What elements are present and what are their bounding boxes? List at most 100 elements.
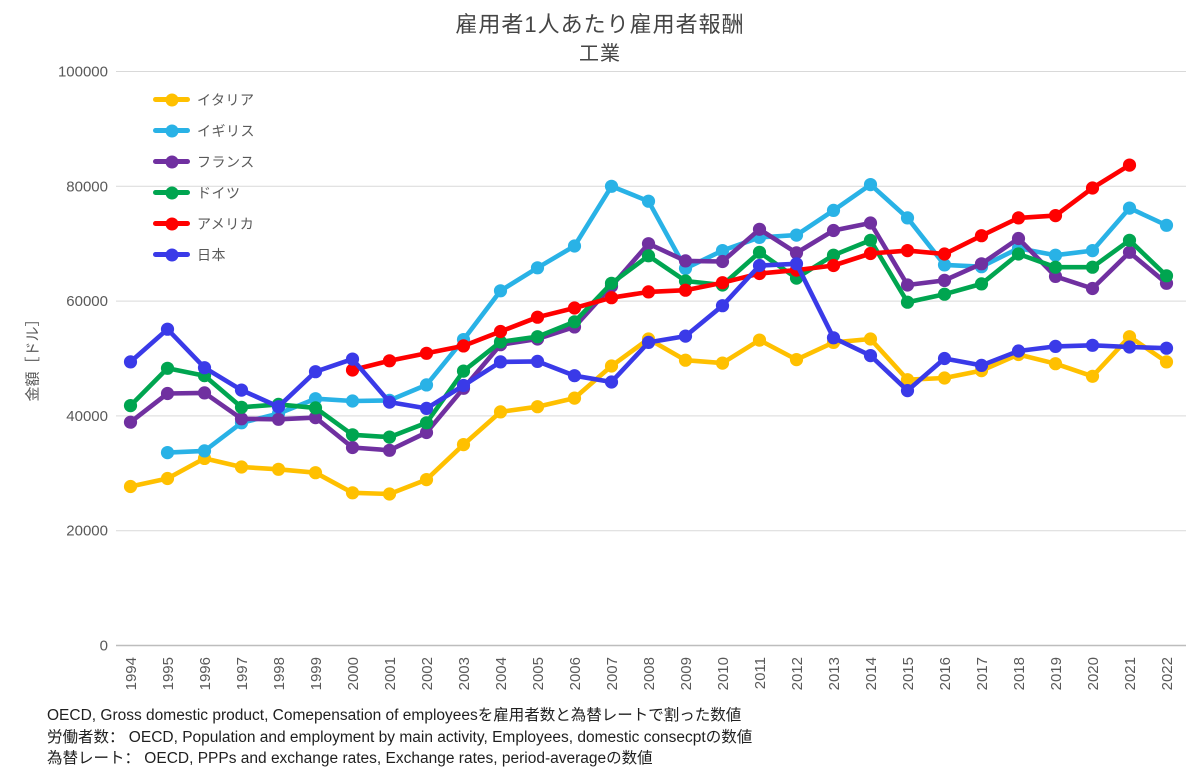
series-point-germany [530, 330, 545, 344]
series-point-germany [1122, 233, 1137, 247]
series-point-france [715, 254, 730, 269]
series-point-uk [715, 244, 730, 258]
series-point-japan [419, 401, 434, 415]
series-point-usa [678, 283, 693, 297]
x-tick-label: 2004 [493, 657, 510, 690]
series-point-japan [1122, 340, 1137, 354]
series-point-usa [974, 229, 989, 243]
series-point-germany [863, 233, 878, 247]
legend-label-usa: アメリカ [197, 215, 255, 232]
series-point-uk [826, 203, 841, 217]
series-point-japan [308, 365, 323, 379]
series-point-uk [567, 239, 582, 253]
legend-dot-icon [165, 186, 178, 199]
series-point-france [1122, 245, 1137, 259]
series-point-uk [308, 392, 323, 406]
x-tick-label: 2005 [530, 657, 547, 690]
x-tick-label: 2001 [382, 657, 399, 690]
x-tick-label: 2003 [456, 657, 473, 690]
legend-label-italy: イタリア [197, 91, 255, 108]
y-tick-label: 100000 [58, 64, 108, 81]
series-point-japan [1048, 339, 1063, 353]
y-tick-label: 60000 [66, 293, 108, 310]
series-point-usa [1085, 181, 1100, 195]
x-tick-label: 1995 [160, 657, 177, 690]
y-tick-label: 80000 [66, 178, 108, 195]
series-point-france [123, 415, 138, 429]
series-point-france [678, 254, 693, 268]
x-tick-label: 2002 [419, 657, 436, 690]
series-point-japan [345, 352, 360, 366]
series-line-usa [350, 162, 1132, 373]
source-note-line1: OECD, Gross domestic product, Comepensat… [47, 707, 742, 724]
series-point-france [826, 223, 841, 238]
series-point-usa [530, 310, 545, 324]
y-tick-label: 20000 [66, 523, 108, 540]
series-point-japan [752, 258, 767, 273]
legend-item-japan: 日本 [153, 239, 255, 270]
x-tick-label: 2014 [863, 657, 880, 690]
series-point-uk [345, 394, 360, 408]
legend-dot-icon [165, 93, 178, 106]
series-point-usa [1122, 158, 1137, 172]
legend-marker-france [153, 155, 190, 168]
legend-dot-icon [165, 124, 178, 137]
series-point-uk [197, 444, 212, 458]
series-point-france [641, 237, 656, 251]
legend-item-usa: アメリカ [153, 208, 255, 239]
series-point-japan [641, 335, 656, 349]
series-point-usa [1048, 209, 1063, 223]
series-point-germany [160, 361, 175, 375]
series-point-uk [419, 378, 434, 392]
series-point-usa [604, 291, 619, 305]
series-point-usa [493, 324, 508, 339]
series-point-italy [160, 471, 175, 486]
series-point-japan [937, 351, 952, 366]
series-point-uk [937, 258, 952, 272]
series-point-japan [604, 375, 619, 389]
series-point-france [382, 443, 397, 457]
series-point-japan [789, 257, 804, 271]
series-point-italy [123, 479, 138, 494]
x-tick-label: 2015 [900, 657, 917, 690]
legend: イタリア イギリス フランス ドイツ アメリカ 日本 [153, 84, 255, 270]
x-tick-label: 1994 [123, 657, 140, 690]
series-point-france [234, 412, 249, 426]
x-tick-label: 1999 [308, 657, 325, 690]
x-tick-label: 2009 [678, 657, 695, 690]
series-point-germany [900, 295, 915, 309]
series-point-italy [419, 473, 434, 487]
series-point-usa [419, 346, 434, 360]
series-point-france [863, 216, 878, 230]
series-point-japan [1085, 338, 1100, 352]
series-point-italy [900, 373, 915, 387]
series-point-uk [1122, 201, 1137, 215]
series-point-japan [493, 355, 508, 369]
series-point-uk [1085, 244, 1100, 258]
x-tick-label: 2016 [937, 657, 954, 690]
series-point-italy [382, 487, 397, 501]
x-tick-label: 2000 [345, 657, 362, 690]
series-line-uk [165, 182, 1169, 455]
legend-marker-germany [153, 186, 190, 199]
series-point-germany [419, 416, 434, 430]
x-tick-label: 2012 [789, 657, 806, 690]
x-tick-label: 1996 [197, 657, 214, 690]
series-point-germany [567, 315, 582, 329]
series-point-usa [641, 285, 656, 299]
x-tick-label: 2007 [604, 657, 621, 690]
series-point-italy [493, 405, 508, 419]
series-point-usa [567, 301, 582, 315]
legend-label-france: フランス [197, 153, 255, 170]
chart-subtitle: 工業 [579, 43, 621, 65]
series-point-italy [1048, 357, 1063, 371]
series-point-japan [123, 355, 138, 369]
series-point-germany [493, 335, 508, 349]
series-point-uk [530, 261, 545, 275]
series-point-germany [826, 248, 841, 262]
series-point-germany [382, 430, 397, 444]
series-point-france [937, 273, 952, 287]
series-point-germany [1048, 260, 1063, 274]
series-point-france [345, 440, 360, 455]
